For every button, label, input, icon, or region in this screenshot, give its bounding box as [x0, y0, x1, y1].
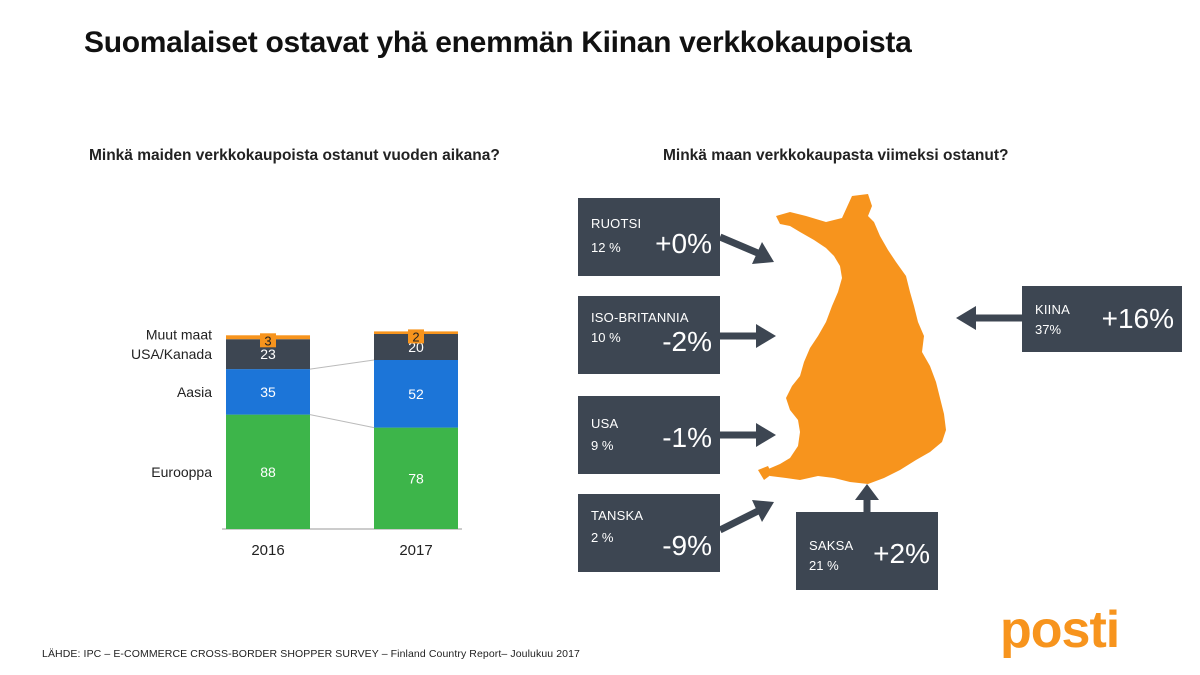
x-tick-label: 2017	[399, 542, 432, 559]
data-label: 3	[264, 333, 271, 348]
country-box-ruotsi: RUOTSI 12 % +0%	[578, 198, 720, 276]
chart-subtitle: Minkä maiden verkkokaupoista ostanut vuo…	[89, 147, 500, 164]
bar-segment-aasia-2017	[374, 360, 458, 428]
country-box-usa: USA 9 % -1%	[578, 396, 720, 474]
country-change: -1%	[662, 422, 712, 453]
country-change: +16%	[1101, 303, 1174, 334]
country-box-tanska: TANSKA 2 % -9%	[578, 494, 720, 572]
country-change: -9%	[662, 530, 712, 561]
data-label: 52	[408, 386, 424, 402]
muut-label-bg	[408, 329, 424, 344]
country-share: 21 %	[809, 558, 839, 573]
bar-segment-aasia-2016	[226, 369, 310, 415]
country-box-kiina: KIINA 37% +16%	[1022, 286, 1182, 352]
muut-label-bg	[260, 333, 276, 348]
source-note: LÄHDE: IPC – E-COMMERCE CROSS-BORDER SHO…	[42, 648, 580, 660]
country-share: 37%	[1035, 322, 1062, 337]
country-box-saksa: SAKSA 21 % +2%	[796, 512, 938, 590]
posti-logo: posti	[1000, 601, 1120, 659]
data-label: 78	[408, 470, 424, 486]
aland-islands	[758, 466, 772, 480]
country-box-iso-britannia: ISO-BRITANNIA 10 % -2%	[578, 296, 720, 374]
country-name: KIINA	[1035, 302, 1070, 317]
data-label: 2	[412, 329, 419, 344]
bar-segment-eurooppa-2017	[374, 427, 458, 529]
country-change: +2%	[873, 538, 930, 569]
country-name: ISO-BRITANNIA	[591, 310, 689, 325]
legend-label: Eurooppa	[151, 464, 212, 480]
legend-label: USA/Kanada	[131, 346, 212, 362]
connector-line	[309, 359, 375, 370]
legend-label: Muut maat	[146, 326, 212, 342]
map-subtitle: Minkä maan verkkokaupasta viimeksi ostan…	[663, 147, 1009, 164]
country-share: 2 %	[591, 530, 614, 545]
country-name: USA	[591, 416, 619, 431]
country-share: 12 %	[591, 240, 621, 255]
country-name: RUOTSI	[591, 216, 642, 231]
country-change: -2%	[662, 326, 712, 357]
data-label: 88	[260, 464, 276, 480]
connector-line	[309, 414, 375, 429]
x-tick-label: 2016	[251, 542, 284, 559]
stacked-bar-chart: 8835233201678522022017EurooppaAasiaUSA/K…	[131, 326, 462, 559]
country-name: SAKSA	[809, 538, 854, 553]
data-label: 23	[260, 346, 276, 362]
country-share: 10 %	[591, 330, 621, 345]
page-title: Suomalaiset ostavat yhä enemmän Kiinan v…	[84, 26, 912, 59]
country-share: 9 %	[591, 438, 614, 453]
data-label: 35	[260, 384, 276, 400]
country-name: TANSKA	[591, 508, 644, 523]
bar-segment-eurooppa-2016	[226, 414, 310, 529]
finland-shape	[766, 194, 946, 484]
legend-label: Aasia	[177, 384, 212, 400]
country-change: +0%	[655, 228, 712, 259]
